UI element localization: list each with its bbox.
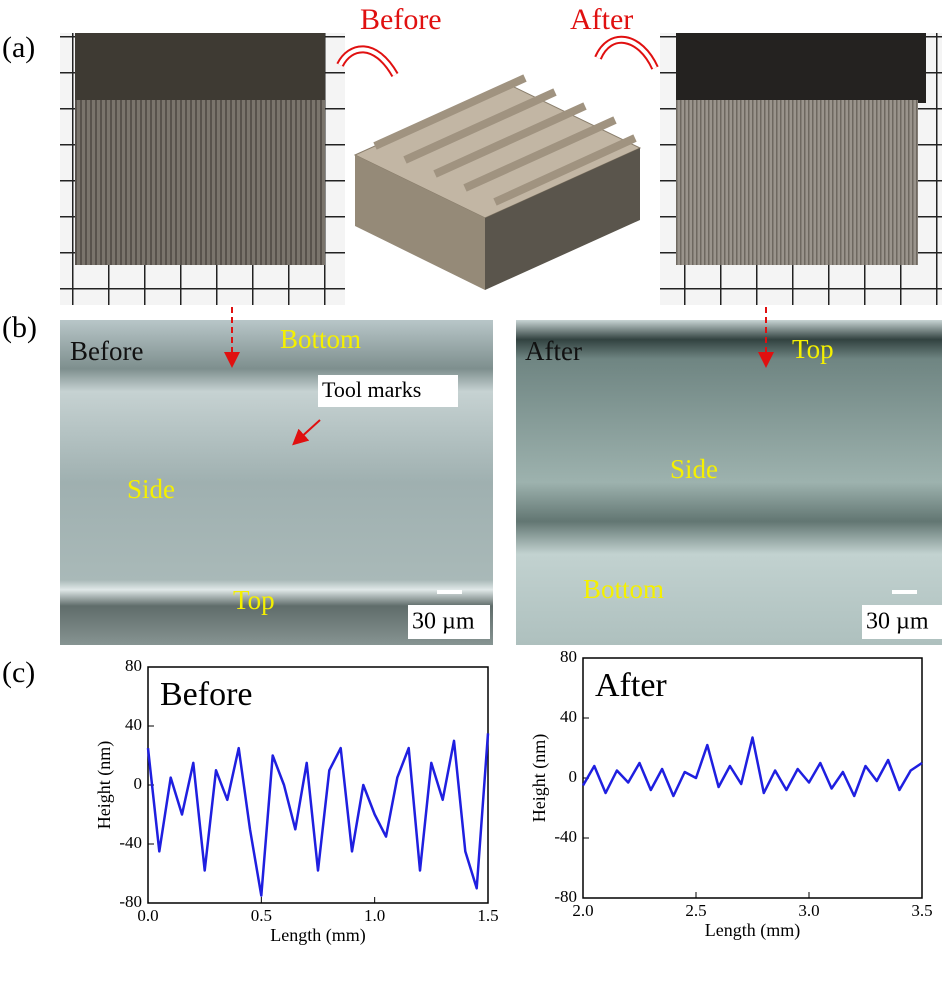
- panel-label: (b): [2, 311, 37, 344]
- y-tick-label: -40: [119, 833, 142, 852]
- y-axis-label: Height (nm): [529, 734, 550, 822]
- y-tick-label: 0: [569, 767, 578, 786]
- y-tick-label: 80: [125, 656, 142, 675]
- scale-label: 30 µm: [866, 609, 929, 635]
- label: Bottom: [583, 574, 664, 604]
- label: Side: [670, 454, 718, 484]
- label: Top: [792, 334, 834, 364]
- before-label: Before: [360, 3, 442, 36]
- y-tick-label: 40: [560, 707, 577, 726]
- x-tick-label: 0.5: [251, 906, 272, 925]
- x-tick-label: 0.0: [137, 906, 158, 925]
- label: Top: [233, 585, 275, 615]
- micrograph-before: [60, 320, 493, 645]
- label: Bottom: [280, 324, 361, 354]
- x-tick-label: 2.0: [572, 901, 593, 920]
- title: After: [525, 336, 582, 366]
- panel-label: (c): [2, 656, 35, 689]
- y-tick-label: 80: [560, 647, 577, 666]
- y-tick-label: 0: [134, 774, 143, 793]
- x-tick-label: 1.0: [364, 906, 385, 925]
- block-top: [75, 33, 325, 103]
- scale-label: 30 µm: [412, 609, 475, 635]
- micrograph-after: [516, 320, 942, 645]
- figure: (a) Before After (b) Before Bottom Tool …: [0, 0, 947, 983]
- title: Before: [70, 336, 143, 366]
- annotation: Tool marks: [322, 377, 421, 402]
- panel-label: (a): [2, 31, 35, 64]
- block-side: [75, 100, 325, 265]
- x-axis-label: Length (mm): [705, 920, 800, 941]
- y-tick-label: -40: [554, 827, 577, 846]
- chart-title: After: [595, 667, 667, 704]
- x-tick-label: 3.0: [798, 901, 819, 920]
- x-axis-label: Length (mm): [270, 925, 365, 946]
- x-tick-label: 1.5: [477, 906, 498, 925]
- x-tick-label: 2.5: [685, 901, 706, 920]
- chart-title: Before: [160, 676, 253, 713]
- data-line: [583, 738, 922, 797]
- label: Side: [127, 474, 175, 504]
- y-axis-label: Height (nm): [94, 741, 115, 829]
- block-side: [676, 100, 918, 265]
- x-tick-label: 3.5: [911, 901, 932, 920]
- after-label: After: [570, 3, 633, 36]
- data-line: [148, 733, 488, 895]
- y-tick-label: 40: [125, 715, 142, 734]
- block-top: [676, 33, 926, 103]
